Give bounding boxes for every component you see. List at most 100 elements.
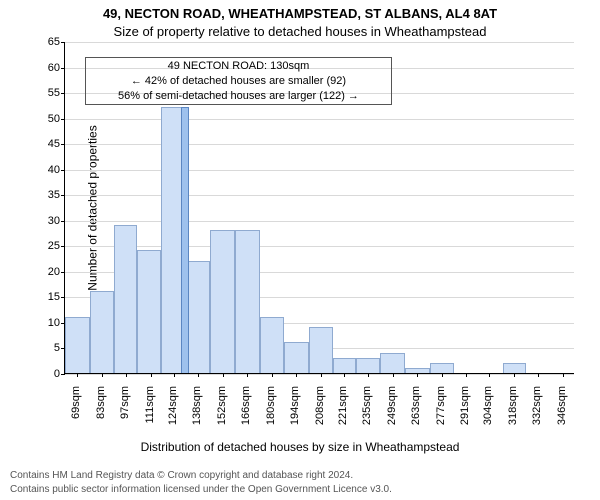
x-tick-label: 124sqm [167,386,179,442]
gridline [65,42,574,43]
histogram-bar [380,353,405,373]
histogram-bar [114,225,137,373]
x-tick [247,373,248,377]
x-tick [466,373,467,377]
gridline [65,246,574,247]
x-tick [102,373,103,377]
histogram-bar [186,261,211,373]
x-tick-label: 332sqm [531,386,543,442]
y-tick-label: 35 [30,189,60,201]
x-tick [344,373,345,377]
histogram-bar [90,291,115,373]
x-tick [514,373,515,377]
histogram-bar [210,230,235,373]
y-tick-label: 15 [30,291,60,303]
gridline [65,195,574,196]
histogram-bar [430,363,455,373]
histogram-bar [356,358,381,373]
x-tick-label: 111sqm [144,386,156,442]
x-tick-label: 83sqm [95,386,107,442]
y-tick [61,93,65,94]
x-tick-label: 249sqm [386,386,398,442]
annotation-box: 49 NECTON ROAD: 130sqm← 42% of detached … [85,57,392,105]
x-tick-label: 69sqm [70,386,82,442]
highlight-bar [181,107,190,373]
y-tick [61,246,65,247]
x-tick [223,373,224,377]
x-tick-label: 263sqm [410,386,422,442]
histogram-bar [309,327,334,373]
x-tick [442,373,443,377]
x-tick-label: 318sqm [507,386,519,442]
x-tick [126,373,127,377]
x-tick-label: 221sqm [337,386,349,442]
histogram-bar [137,250,162,373]
chart-title-line2: Size of property relative to detached ho… [0,24,600,39]
x-tick-label: 235sqm [361,386,373,442]
x-tick [321,373,322,377]
annotation-line: ← 42% of detached houses are smaller (92… [131,74,346,89]
gridline [65,144,574,145]
y-tick-label: 65 [30,36,60,48]
x-tick-label: 152sqm [216,386,228,442]
x-tick-label: 180sqm [265,386,277,442]
annotation-line: 49 NECTON ROAD: 130sqm [168,59,310,74]
y-tick [61,374,65,375]
x-tick [417,373,418,377]
y-tick-label: 55 [30,87,60,99]
y-tick [61,170,65,171]
y-tick [61,221,65,222]
x-tick [563,373,564,377]
y-tick [61,68,65,69]
x-tick-label: 291sqm [459,386,471,442]
y-tick-label: 0 [30,368,60,380]
y-tick [61,297,65,298]
y-tick [61,119,65,120]
y-tick-label: 45 [30,138,60,150]
x-tick [174,373,175,377]
gridline [65,119,574,120]
x-tick [538,373,539,377]
y-tick [61,42,65,43]
x-tick-label: 277sqm [435,386,447,442]
x-tick-label: 194sqm [289,386,301,442]
gridline [65,374,574,375]
chart-container: 49, NECTON ROAD, WHEATHAMPSTEAD, ST ALBA… [0,0,600,500]
y-tick [61,272,65,273]
histogram-bar [503,363,526,373]
x-tick-label: 346sqm [556,386,568,442]
x-tick-label: 166sqm [240,386,252,442]
y-tick [61,144,65,145]
histogram-bar [260,317,285,373]
y-tick-label: 30 [30,215,60,227]
y-tick [61,195,65,196]
gridline [65,170,574,171]
y-tick-label: 60 [30,62,60,74]
x-tick-label: 304sqm [482,386,494,442]
chart-title-line1: 49, NECTON ROAD, WHEATHAMPSTEAD, ST ALBA… [0,6,600,21]
annotation-line: 56% of semi-detached houses are larger (… [118,89,359,104]
y-tick-label: 10 [30,317,60,329]
credit-line1: Contains HM Land Registry data © Crown c… [10,470,353,481]
y-tick-label: 20 [30,266,60,278]
x-tick-label: 138sqm [191,386,203,442]
histogram-bar [333,358,356,373]
y-tick-label: 25 [30,240,60,252]
x-axis-label: Distribution of detached houses by size … [0,440,600,454]
x-tick [198,373,199,377]
x-tick [368,373,369,377]
x-tick-label: 208sqm [314,386,326,442]
x-tick [151,373,152,377]
x-tick [77,373,78,377]
x-tick [272,373,273,377]
x-tick [296,373,297,377]
y-tick-label: 40 [30,164,60,176]
histogram-bar [235,230,260,373]
y-tick-label: 5 [30,342,60,354]
histogram-bar [284,342,309,373]
gridline [65,221,574,222]
y-tick-label: 50 [30,113,60,125]
x-tick [489,373,490,377]
credit-line2: Contains public sector information licen… [10,484,392,495]
histogram-bar [65,317,90,373]
